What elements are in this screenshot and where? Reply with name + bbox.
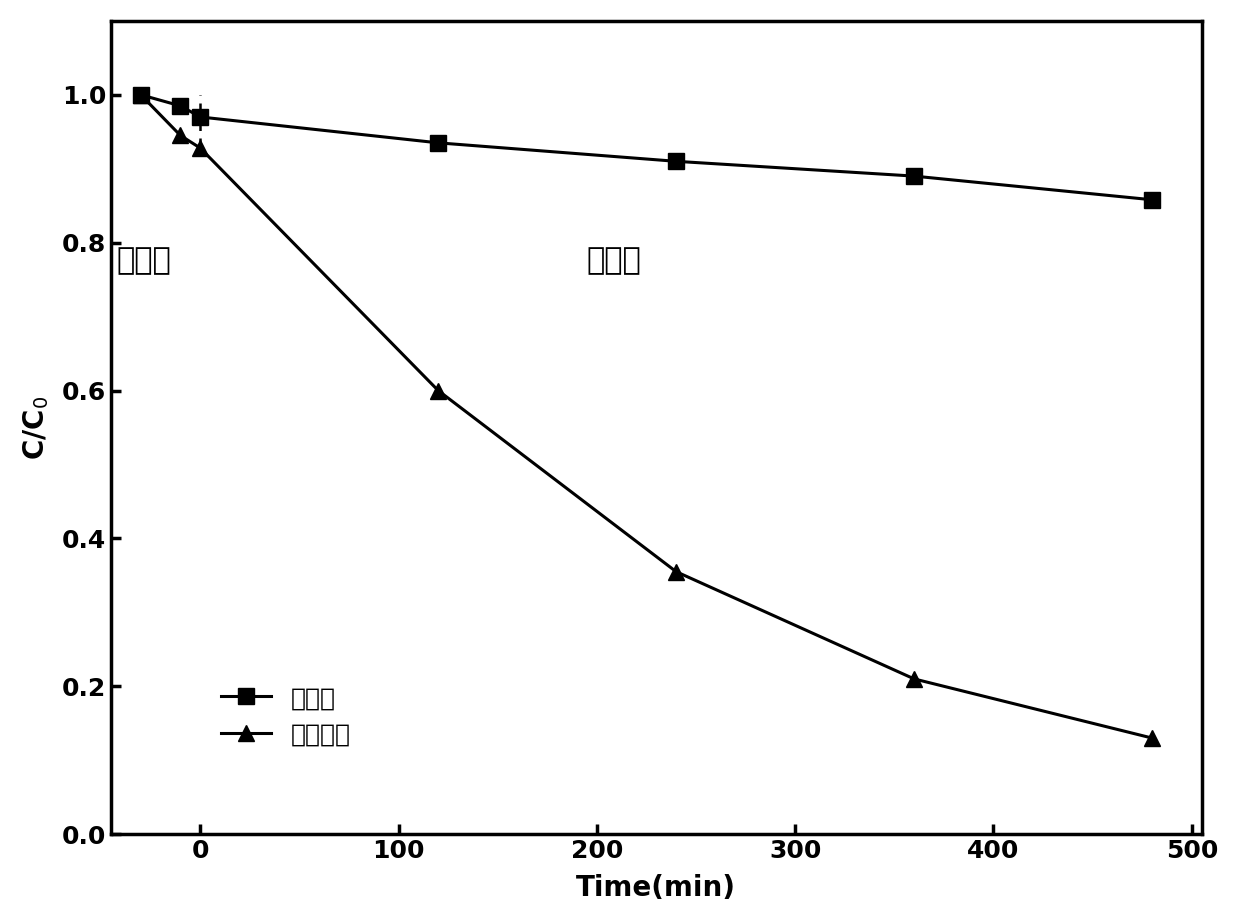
空白样 [1145,194,1159,205]
空白样 [133,90,148,101]
X-axis label: Time(min): Time(min) [577,874,737,902]
陶瓷祢层 [192,142,207,153]
Legend: 空白样, 陶瓷祢层: 空白样, 陶瓷祢层 [211,677,361,757]
Line: 空白样: 空白样 [133,87,1159,208]
陶瓷祢层 [1145,733,1159,744]
空白样 [172,101,187,112]
Text: 光反应: 光反应 [587,246,641,276]
陶瓷祢层 [430,385,445,396]
空白样 [430,138,445,149]
Text: 暗反应: 暗反应 [117,246,171,276]
Line: 陶瓷祢层: 陶瓷祢层 [133,87,1159,746]
陶瓷祢层 [906,674,921,685]
陶瓷祢层 [172,130,187,141]
空白样 [668,156,683,167]
空白样 [192,112,207,123]
陶瓷祢层 [668,566,683,577]
Y-axis label: C/C$_0$: C/C$_0$ [21,395,51,460]
陶瓷祢层 [133,90,148,101]
空白样 [906,171,921,182]
